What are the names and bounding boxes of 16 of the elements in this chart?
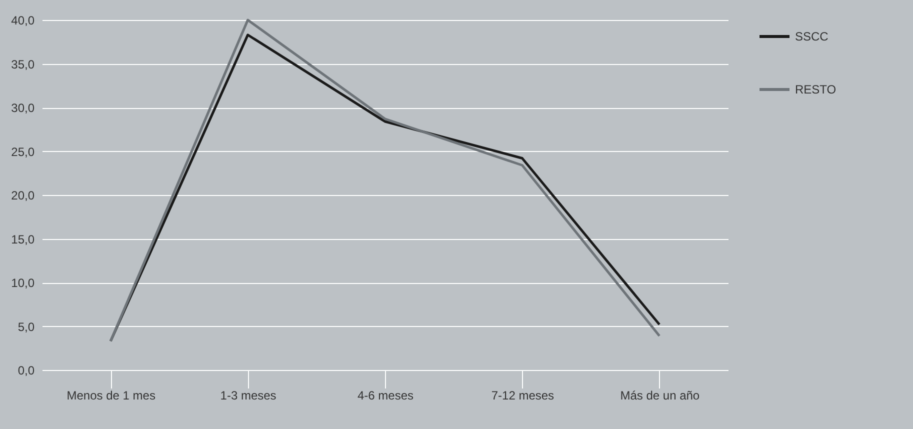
y-tick-label: 15,0	[11, 232, 35, 246]
x-tick-label: 4-6 meses	[357, 388, 414, 402]
x-tick-label: 7-12 meses	[491, 388, 554, 402]
x-tick-label: Menos de 1 mes	[66, 388, 156, 402]
y-tick-label: 5,0	[18, 320, 35, 334]
y-tick-label: 30,0	[11, 101, 35, 115]
y-tick-label: 40,0	[11, 14, 35, 28]
y-tick-label: 35,0	[11, 57, 35, 72]
y-tick-label: 10,0	[11, 276, 35, 290]
y-tick-label: 25,0	[11, 144, 35, 159]
legend-label: SSCC	[795, 30, 829, 44]
x-tick-label: Más de un año	[620, 388, 700, 402]
legend-label: RESTO	[795, 82, 836, 96]
y-tick-label: 0,0	[18, 364, 35, 378]
y-tick-label: 20,0	[11, 188, 35, 202]
x-tick-label: 1-3 meses	[220, 388, 276, 402]
